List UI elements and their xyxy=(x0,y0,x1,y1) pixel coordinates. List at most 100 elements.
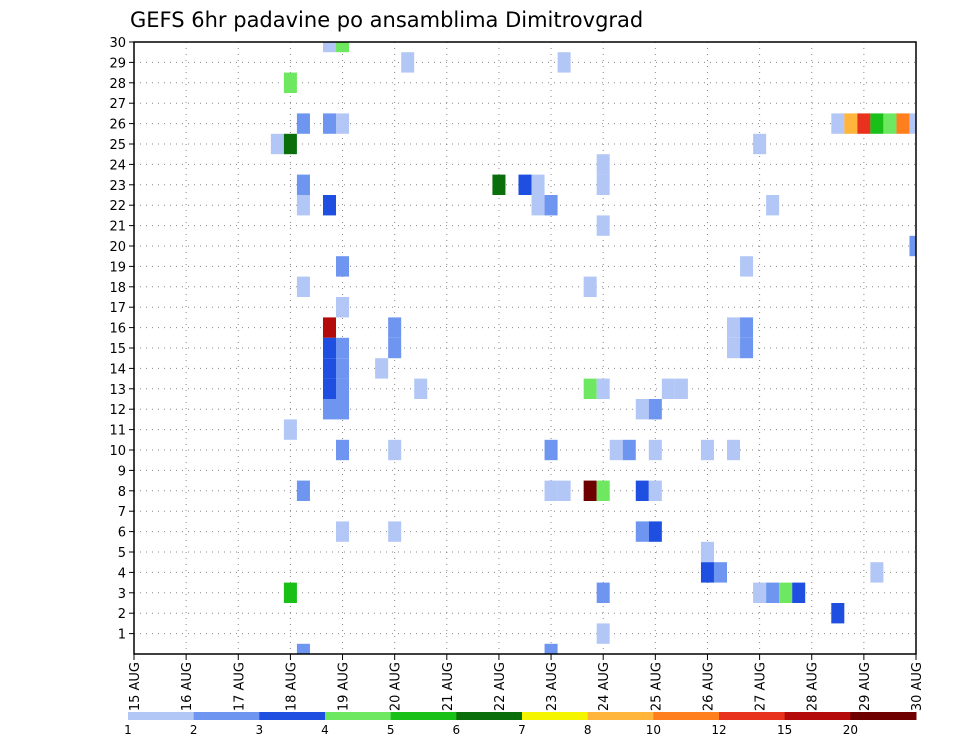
precip-cell xyxy=(322,399,337,420)
precip-cell xyxy=(296,195,310,216)
precip-cell xyxy=(661,378,675,399)
precip-cell xyxy=(322,358,337,379)
y-tick-label: 26 xyxy=(109,118,126,133)
x-tick-label: 22 AUG xyxy=(493,662,508,711)
precip-cell xyxy=(870,113,884,134)
precip-cell xyxy=(531,174,545,195)
precip-cell xyxy=(283,133,297,155)
precip-cell xyxy=(740,256,754,277)
precip-cell xyxy=(336,358,350,379)
precip-cell xyxy=(296,480,310,501)
chart-title: GEFS 6hr padavine po ansamblima Dimitrov… xyxy=(130,8,643,32)
colorbar-label: 6 xyxy=(453,723,461,737)
precip-cell xyxy=(322,195,337,216)
precip-cell xyxy=(322,378,337,399)
precip-cell xyxy=(518,174,532,195)
precip-cell xyxy=(336,399,350,420)
x-tick-label: 28 AUG xyxy=(806,662,821,711)
precip-cell xyxy=(583,276,597,297)
precip-cell xyxy=(883,113,897,134)
y-tick-label: 28 xyxy=(109,77,126,92)
precip-cell xyxy=(648,399,662,420)
y-tick-label: 4 xyxy=(118,566,126,581)
precip-cell xyxy=(375,358,389,379)
precip-cell xyxy=(401,52,415,73)
x-axis: 15 AUG 16 AUG 17 AUG 18 AUG 19 AUG 20 AUG 21 A… xyxy=(128,654,925,711)
precip-cell xyxy=(296,276,310,297)
precip-cell xyxy=(896,113,910,134)
x-tick-label: 18 AUG xyxy=(284,662,299,711)
precip-cell xyxy=(831,113,845,134)
y-tick-label: 9 xyxy=(118,464,126,479)
precip-cell xyxy=(700,541,714,563)
precip-cell xyxy=(831,603,845,624)
precip-cell xyxy=(740,317,754,338)
y-tick-label: 30 xyxy=(109,36,126,51)
precip-cell xyxy=(909,235,916,257)
y-tick-label: 11 xyxy=(109,424,126,439)
y-tick-label: 17 xyxy=(109,301,126,316)
precip-cell xyxy=(336,256,350,277)
precip-cell xyxy=(596,154,610,175)
precip-cell xyxy=(388,439,402,461)
x-tick-label: 25 AUG xyxy=(649,662,664,711)
y-tick-label: 13 xyxy=(109,383,126,398)
colorbar-label: 1 xyxy=(124,723,132,737)
precip-cell xyxy=(544,480,558,501)
y-tick-label: 18 xyxy=(109,281,126,296)
precip-cell xyxy=(531,195,545,216)
x-tick-label: 30 AUG xyxy=(910,662,925,711)
colorbar-swatch xyxy=(456,712,523,720)
precip-cell xyxy=(609,439,623,461)
y-tick-label: 25 xyxy=(109,138,126,153)
precip-cell xyxy=(792,582,806,603)
y-tick-label: 24 xyxy=(109,158,126,173)
y-tick-label: 1 xyxy=(118,628,126,643)
y-tick-label: 23 xyxy=(109,179,126,194)
colorbar-legend: 1 2 3 4 5 6 7 8 10 12 15 20 xyxy=(124,712,917,737)
precip-cell xyxy=(909,113,916,134)
precip-cell xyxy=(700,439,714,461)
x-tick-label: 17 AUG xyxy=(232,662,247,711)
precip-cell xyxy=(766,582,780,603)
x-tick-label: 24 AUG xyxy=(597,662,612,711)
precip-cell xyxy=(635,521,649,542)
y-tick-label: 8 xyxy=(118,485,126,500)
precip-cell xyxy=(635,480,649,501)
y-tick-label: 15 xyxy=(109,342,126,357)
precip-cell xyxy=(388,317,402,338)
precip-cell xyxy=(388,521,402,542)
colorbar-label: 4 xyxy=(321,723,329,737)
precip-cell xyxy=(596,582,610,603)
colorbar-label: 10 xyxy=(646,723,661,737)
precip-cell xyxy=(674,378,688,399)
colorbar-swatch xyxy=(128,712,195,720)
colorbar-label: 15 xyxy=(777,723,792,737)
x-tick-label: 15 AUG xyxy=(128,662,143,711)
y-tick-label: 20 xyxy=(109,240,126,255)
precip-cell xyxy=(336,337,350,359)
precip-cell xyxy=(270,133,284,155)
y-axis: 1234567891011121314151617181920212223242… xyxy=(109,36,134,643)
x-tick-label: 27 AUG xyxy=(754,662,769,711)
precip-cell xyxy=(648,480,662,501)
colorbar-swatch xyxy=(193,712,260,720)
x-tick-label: 29 AUG xyxy=(858,662,873,711)
precip-cell xyxy=(713,562,728,583)
y-tick-label: 12 xyxy=(109,403,126,418)
precip-cell xyxy=(740,337,754,359)
y-tick-label: 2 xyxy=(118,607,126,622)
precip-cell xyxy=(727,439,741,461)
precip-cell xyxy=(857,113,871,134)
precip-cell xyxy=(844,113,858,134)
colorbar-label: 20 xyxy=(843,723,858,737)
precip-cell xyxy=(583,378,597,399)
colorbar-swatch xyxy=(784,712,851,720)
precip-cell xyxy=(596,174,610,195)
colorbar-swatch xyxy=(850,712,917,720)
precip-cell xyxy=(544,195,558,216)
precip-cell xyxy=(648,439,662,461)
precip-cell xyxy=(296,643,310,654)
precip-cell xyxy=(388,337,402,359)
